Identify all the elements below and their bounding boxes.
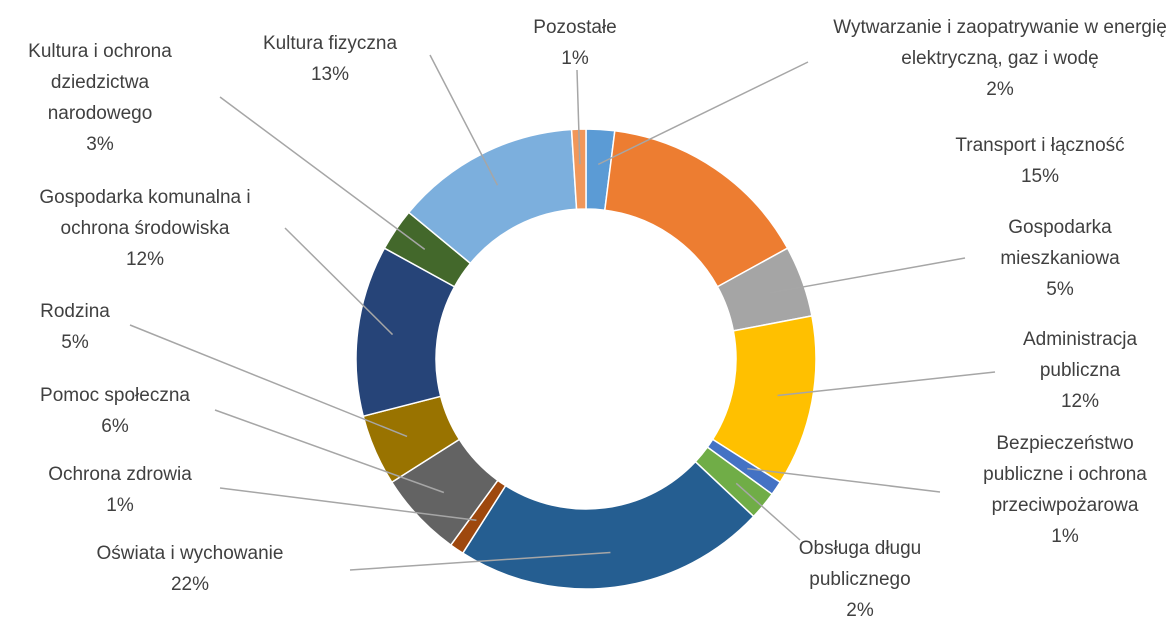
leader-line: [597, 61, 809, 166]
value-label: 12%: [125, 249, 165, 270]
leader-line: [769, 257, 966, 294]
leader-line: [429, 54, 499, 186]
data-label: Transport i łączność 15%: [910, 130, 1170, 192]
category-label: Kultura i ochrona dziedzictwa narodowego: [28, 41, 172, 124]
category-label: Administracja publiczna: [1022, 329, 1138, 381]
category-label: Bezpieczeństwo publiczne i ochrona przec…: [983, 433, 1147, 516]
category-label: Oświata i wychowanie: [96, 543, 284, 564]
category-label: Pomoc społeczna: [40, 385, 190, 406]
data-label: Rodzina 5%: [15, 296, 135, 358]
leader-line: [576, 69, 581, 165]
leader-line: [735, 482, 801, 541]
data-label: Obsługa długu publicznego 2%: [770, 533, 950, 619]
data-label: Pozostałe 1%: [515, 12, 635, 74]
value-label: 1%: [561, 48, 589, 69]
value-label: 22%: [170, 574, 210, 595]
value-label: 1%: [1051, 526, 1079, 547]
category-label: Kultura fizyczna: [262, 33, 398, 54]
data-label: Oświata i wychowanie 22%: [50, 538, 330, 600]
value-label: 2%: [846, 600, 874, 619]
leader-line: [129, 324, 408, 438]
leader-line: [777, 371, 996, 397]
data-label: Wytwarzanie i zaopatrywanie w energię el…: [820, 12, 1174, 105]
value-label: 13%: [310, 64, 350, 85]
data-label: Gospodarka mieszkaniowa 5%: [970, 212, 1150, 305]
leader-line: [284, 227, 394, 336]
category-label: Wytwarzanie i zaopatrywanie w energię el…: [833, 17, 1167, 69]
value-label: 2%: [986, 79, 1014, 100]
value-label: 3%: [86, 134, 114, 155]
category-label: Transport i łączność: [955, 135, 1125, 156]
category-label: Pozostałe: [533, 17, 617, 38]
category-label: Gospodarka mieszkaniowa: [1000, 217, 1120, 269]
value-label: 6%: [101, 416, 129, 437]
donut-segment: [570, 128, 587, 211]
leader-line: [349, 551, 611, 571]
data-label: Pomoc społeczna 6%: [5, 380, 225, 442]
category-label: Obsługa długu publicznego: [798, 538, 922, 590]
value-label: 1%: [106, 495, 134, 516]
leader-line: [214, 409, 445, 494]
category-label: Gospodarka komunalna i ochrona środowisk…: [39, 187, 251, 239]
value-label: 15%: [1020, 166, 1060, 187]
data-label: Administracja publiczna 12%: [1000, 324, 1160, 417]
leader-line: [219, 96, 426, 250]
value-label: 5%: [61, 332, 89, 353]
leader-line: [219, 487, 477, 522]
value-label: 5%: [1046, 279, 1074, 300]
donut-segment: [461, 460, 755, 590]
leader-line: [747, 467, 941, 493]
category-label: Ochrona zdrowia: [48, 464, 192, 485]
data-label: Ochrona zdrowia 1%: [10, 459, 230, 521]
data-label: Gospodarka komunalna i ochrona środowisk…: [5, 182, 285, 275]
category-label: Rodzina: [40, 301, 110, 322]
data-label: Kultura i ochrona dziedzictwa narodowego…: [5, 36, 195, 160]
data-label: Bezpieczeństwo publiczne i ochrona przec…: [965, 428, 1165, 552]
data-label: Kultura fizyczna 13%: [230, 28, 430, 90]
value-label: 12%: [1060, 391, 1100, 412]
